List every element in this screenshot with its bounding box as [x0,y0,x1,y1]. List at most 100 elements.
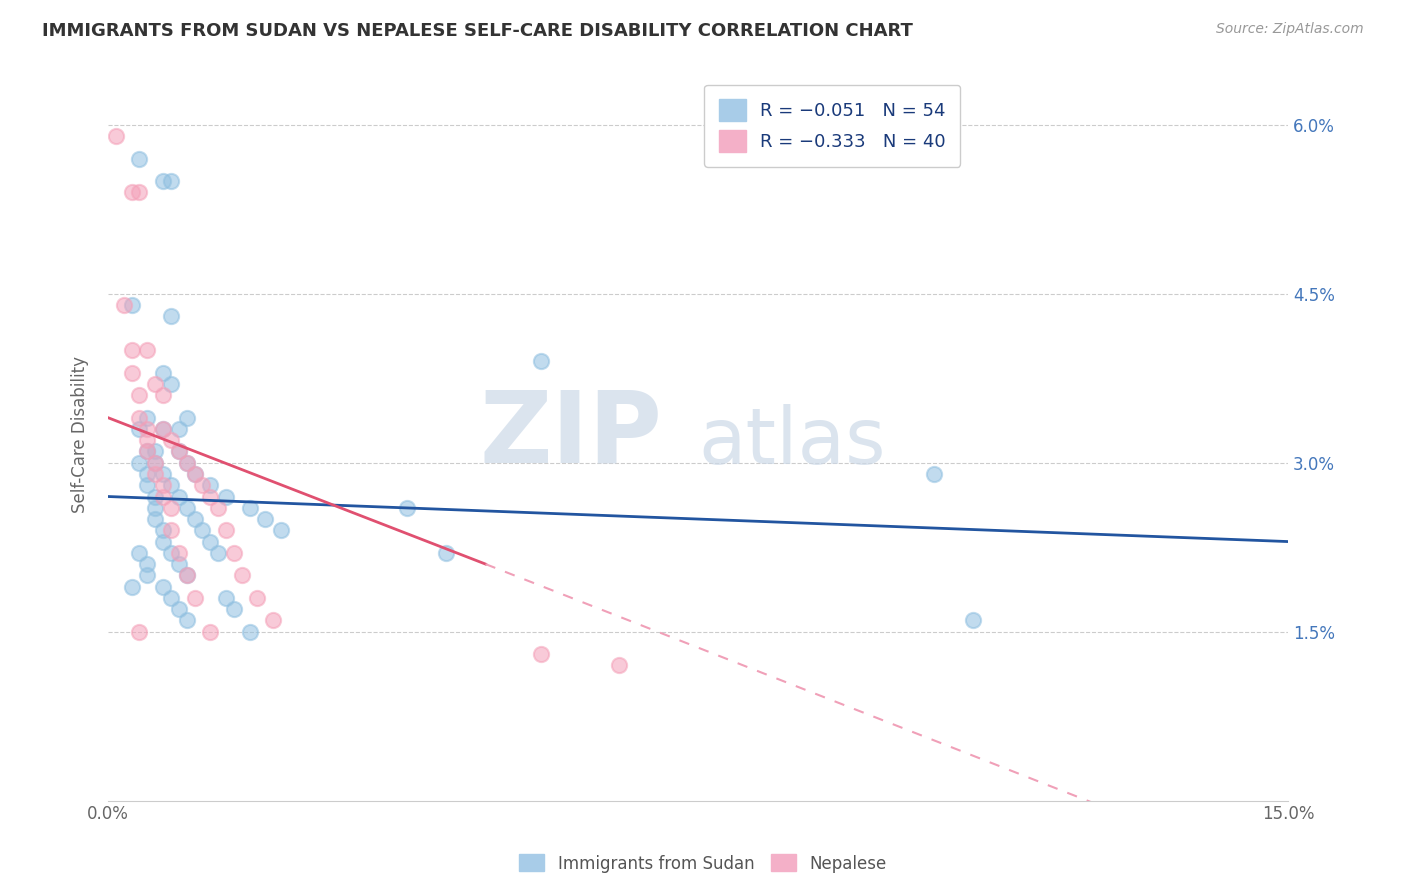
Point [143,456,166,470]
Point [922,467,945,481]
Point [607,658,630,673]
Point [160,433,183,447]
Legend: Immigrants from Sudan, Nepalese: Immigrants from Sudan, Nepalese [513,847,893,880]
Point [136,422,159,436]
Point [176,500,198,515]
Point [215,490,238,504]
Point [262,614,284,628]
Point [152,422,174,436]
Text: IMMIGRANTS FROM SUDAN VS NEPALESE SELF-CARE DISABILITY CORRELATION CHART: IMMIGRANTS FROM SUDAN VS NEPALESE SELF-C… [42,22,912,40]
Point [152,174,174,188]
Point [160,478,183,492]
Point [167,422,190,436]
Point [121,186,143,200]
Point [215,524,238,538]
Point [136,410,159,425]
Point [160,524,183,538]
Point [200,490,222,504]
Point [121,343,143,357]
Point [231,568,253,582]
Point [246,591,269,605]
Point [176,456,198,470]
Point [183,467,205,481]
Point [143,376,166,391]
Point [152,580,174,594]
Y-axis label: Self-Care Disability: Self-Care Disability [72,356,89,513]
Point [167,602,190,616]
Point [167,546,190,560]
Point [176,456,198,470]
Point [160,174,183,188]
Point [143,444,166,458]
Point [160,500,183,515]
Point [152,478,174,492]
Point [112,298,135,312]
Legend: R = −0.051   N = 54, R = −0.333   N = 40: R = −0.051 N = 54, R = −0.333 N = 40 [704,85,960,167]
Point [152,467,174,481]
Point [152,366,174,380]
Point [167,444,190,458]
Point [128,152,150,166]
Point [136,444,159,458]
Point [104,129,127,144]
Point [167,444,190,458]
Point [200,478,222,492]
Point [160,310,183,324]
Point [143,500,166,515]
Point [152,422,174,436]
Point [167,557,190,571]
Point [121,580,143,594]
Point [152,388,174,402]
Point [143,456,166,470]
Point [136,433,159,447]
Point [183,591,205,605]
Point [183,467,205,481]
Point [136,568,159,582]
Point [128,456,150,470]
Point [239,624,262,639]
Point [128,410,150,425]
Point [128,546,150,560]
Point [176,410,198,425]
Point [207,546,229,560]
Point [183,512,205,526]
Point [176,614,198,628]
Text: Source: ZipAtlas.com: Source: ZipAtlas.com [1216,22,1364,37]
Point [239,500,262,515]
Point [136,343,159,357]
Point [434,546,457,560]
Point [128,422,150,436]
Point [200,534,222,549]
Point [160,376,183,391]
Point [136,444,159,458]
Point [136,467,159,481]
Point [207,500,229,515]
Point [160,546,183,560]
Point [176,568,198,582]
Point [136,478,159,492]
Point [395,500,418,515]
Point [136,557,159,571]
Text: ZIP: ZIP [479,386,662,483]
Point [530,647,553,661]
Point [121,298,143,312]
Point [143,490,166,504]
Point [530,354,553,368]
Point [176,568,198,582]
Point [270,524,292,538]
Point [160,591,183,605]
Point [152,490,174,504]
Point [200,624,222,639]
Point [254,512,277,526]
Point [143,467,166,481]
Point [128,624,150,639]
Point [962,614,984,628]
Point [191,478,214,492]
Point [143,512,166,526]
Text: atlas: atlas [697,404,886,480]
Point [191,524,214,538]
Point [222,546,245,560]
Point [215,591,238,605]
Point [128,388,150,402]
Point [152,534,174,549]
